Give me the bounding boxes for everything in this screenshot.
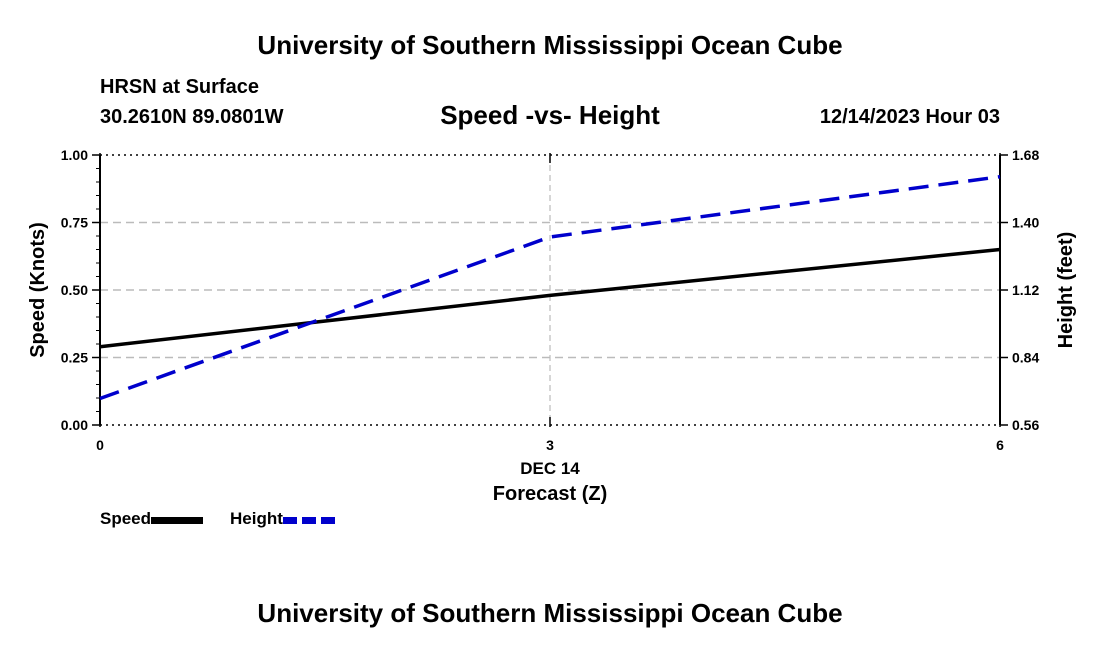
forecast-datetime: 12/14/2023 Hour 03 [819, 106, 1000, 128]
series-line-height [99, 174, 1001, 401]
left-tick-label: 0.25 [61, 350, 88, 366]
station-label: HRSN at Surface [100, 76, 259, 98]
legend-speed: Speed [100, 509, 204, 529]
left-tick-label: 0.00 [61, 417, 88, 433]
x-tick-label: 3 [546, 437, 554, 453]
legend-speed-swatch [151, 516, 204, 524]
y-right-axis-title: Height (feet) [1055, 232, 1077, 349]
legend-height: Height [230, 509, 335, 529]
chart-main-title: University of Southern Mississippi Ocean… [257, 30, 843, 60]
right-tick-label: 0.56 [1012, 417, 1039, 433]
x-axis-title: Forecast (Z) [493, 483, 607, 505]
x-tick-label: 6 [996, 437, 1004, 453]
left-tick-label: 0.50 [61, 282, 88, 298]
legend-height-swatch [282, 516, 335, 524]
right-tick-label: 0.84 [1012, 350, 1039, 366]
footer-title: University of Southern Mississippi Ocean… [257, 598, 843, 628]
left-tick-label: 0.75 [61, 215, 88, 231]
x-date-label: DEC 14 [520, 459, 580, 478]
x-tick-label: 0 [96, 437, 104, 453]
right-tick-label: 1.68 [1012, 147, 1039, 163]
legend-height-label: Height [230, 509, 283, 528]
chart-subtitle: Speed -vs- Height [440, 100, 660, 130]
station-coordinates: 30.2610N 89.0801W [100, 106, 284, 128]
left-tick-label: 1.00 [61, 147, 88, 163]
y-left-axis-title: Speed (Knots) [27, 222, 49, 358]
right-tick-label: 1.12 [1012, 282, 1039, 298]
legend-speed-label: Speed [100, 509, 152, 528]
right-tick-label: 1.40 [1012, 215, 1039, 231]
